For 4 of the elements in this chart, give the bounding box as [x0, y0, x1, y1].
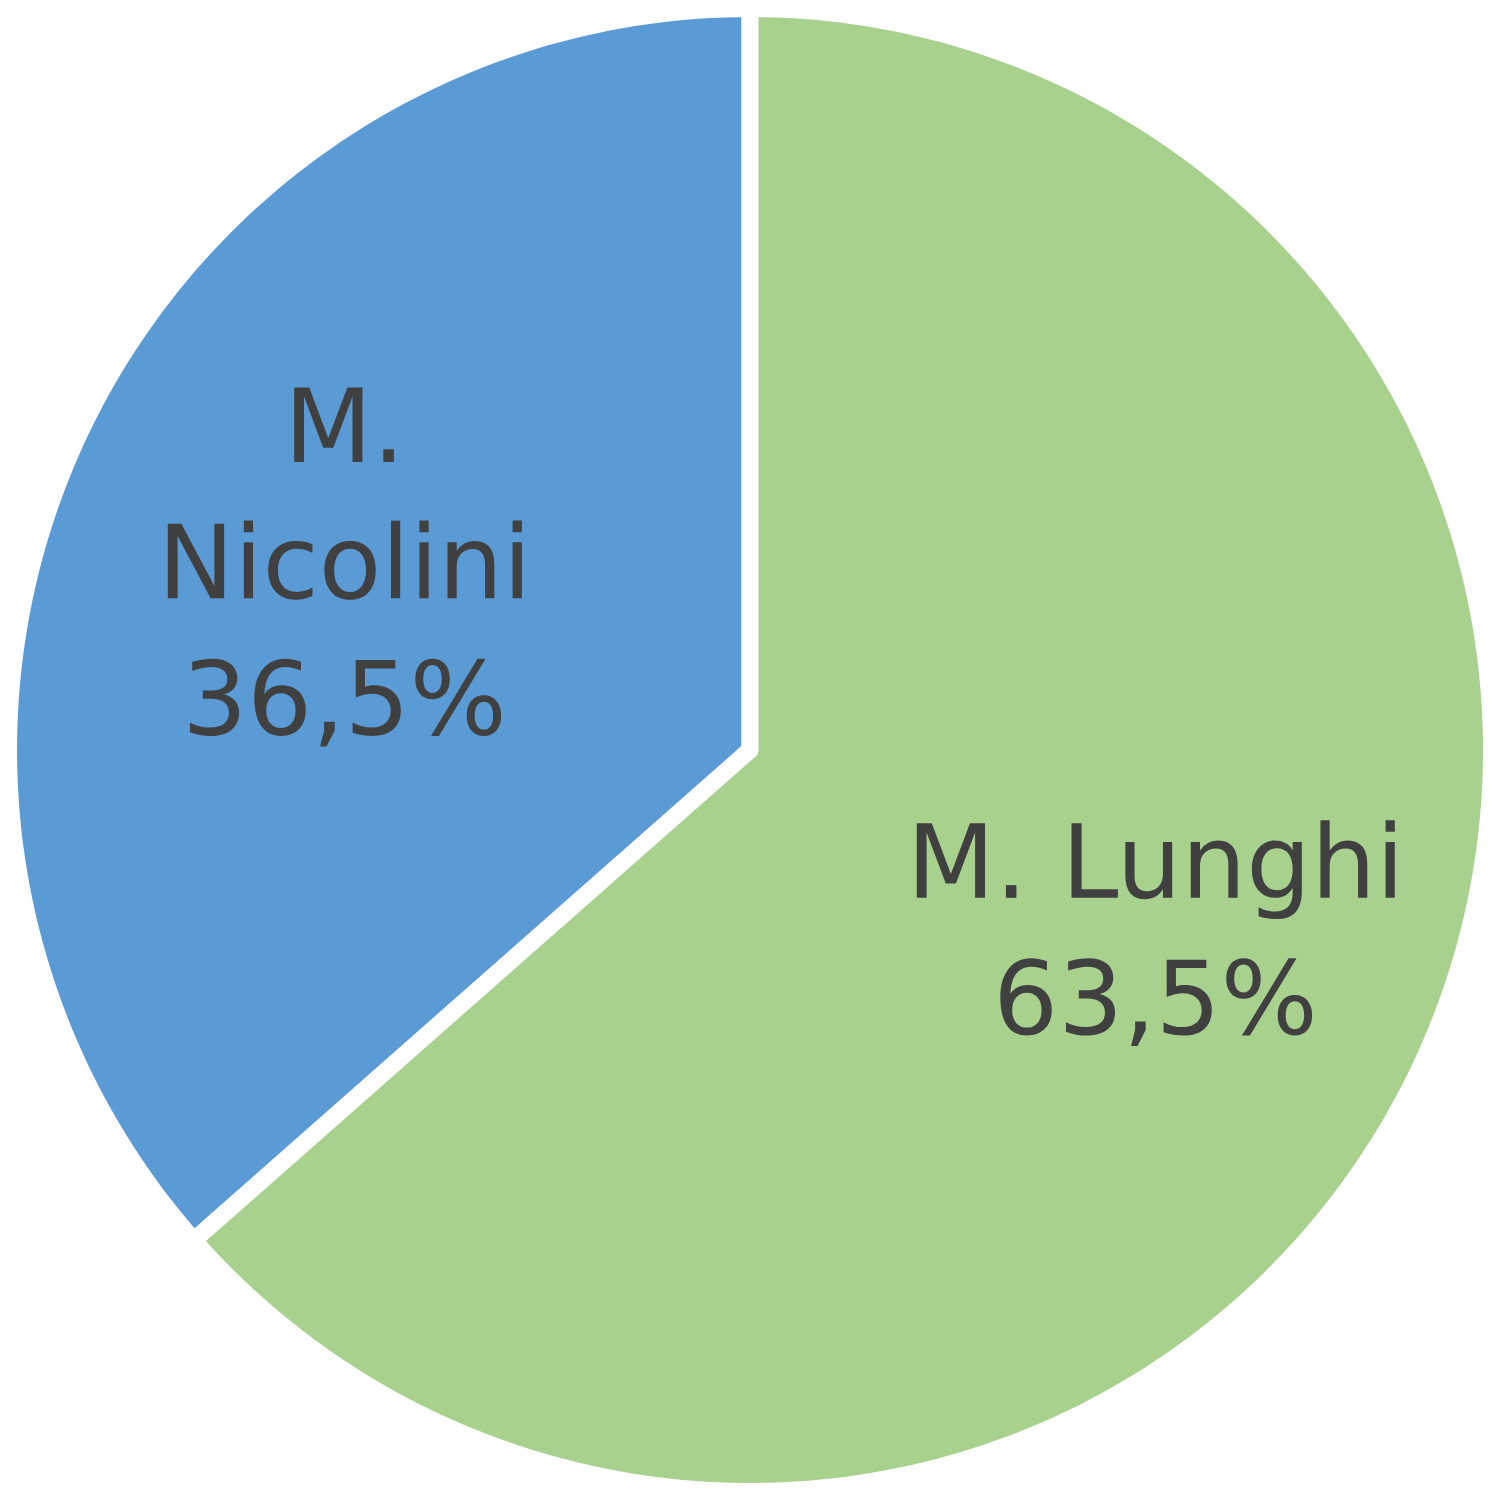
data-label: 36,5% [190, 658, 502, 747]
data-label: 63,5% [1000, 958, 1313, 1046]
slice-label: M. Lunghi [916, 820, 1395, 920]
slice-label: M. Nicolini [167, 387, 522, 600]
